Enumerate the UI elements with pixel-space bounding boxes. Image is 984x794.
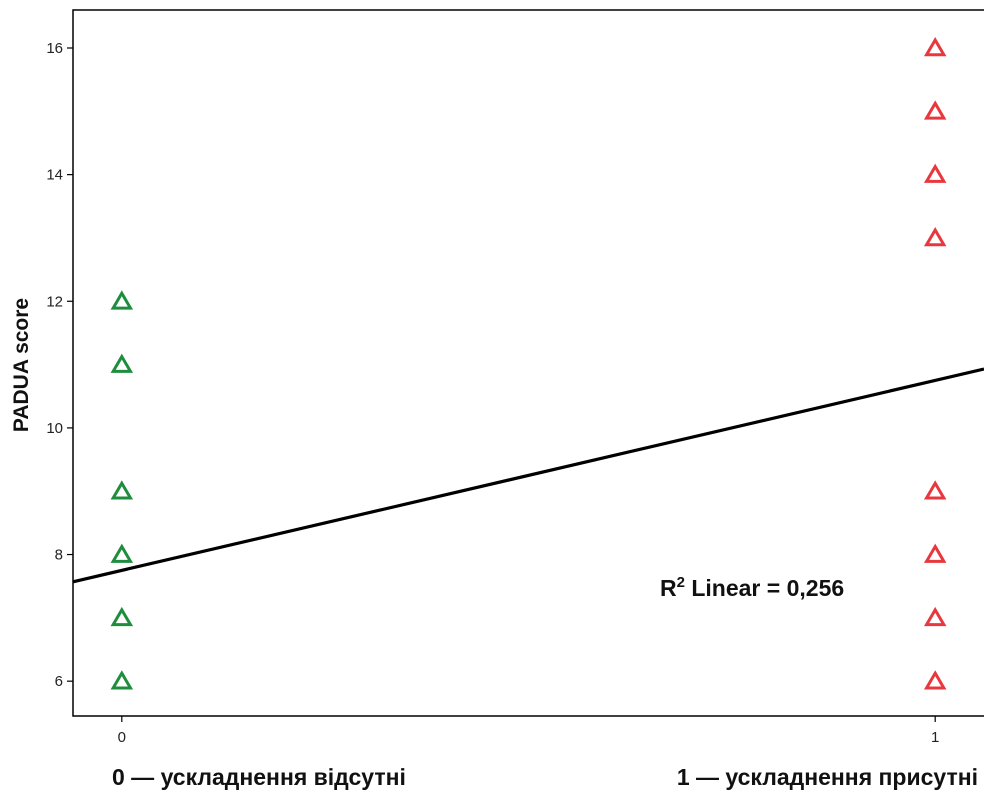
data-point-s0-3 (110, 543, 134, 563)
y-tick-label-1: 8 (55, 547, 63, 564)
data-point-s1-5 (923, 543, 947, 563)
linear-fit-line (72, 367, 984, 584)
plot-frame (72, 9, 984, 717)
y-tick-label-3: 12 (46, 293, 63, 310)
y-axis-title: PADUA score (10, 298, 33, 432)
y-tick-label-4: 14 (46, 167, 63, 184)
data-point-s1-4 (923, 480, 947, 500)
r-squared-superscript: 2 (677, 574, 685, 591)
data-point-s0-4 (110, 606, 134, 627)
data-point-s1-7 (923, 670, 947, 690)
data-point-s1-6 (923, 606, 947, 627)
y-tick-label-5: 16 (46, 40, 63, 57)
data-point-s0-0 (110, 290, 134, 310)
y-tick-label-0: 6 (55, 673, 63, 690)
r-squared-prefix: R (660, 575, 677, 601)
data-point-s1-0 (923, 37, 947, 57)
category-label-1: 1 — ускладнення присутні (677, 764, 978, 790)
r-squared-annotation: R2 Linear = 0,256 (660, 574, 844, 601)
data-point-s1-3 (923, 226, 947, 247)
y-tick-label-2: 10 (46, 420, 63, 437)
r-squared-suffix: Linear = 0,256 (685, 575, 844, 601)
x-tick-label-0: 0 (118, 729, 126, 746)
data-point-s0-2 (110, 480, 134, 500)
data-point-s1-2 (923, 163, 947, 183)
data-point-s0-1 (110, 353, 134, 373)
category-label-0: 0 — ускладнення відсутні (112, 764, 406, 790)
data-point-s1-1 (923, 100, 947, 120)
x-tick-label-1: 1 (931, 729, 939, 746)
data-point-s0-5 (110, 670, 134, 690)
